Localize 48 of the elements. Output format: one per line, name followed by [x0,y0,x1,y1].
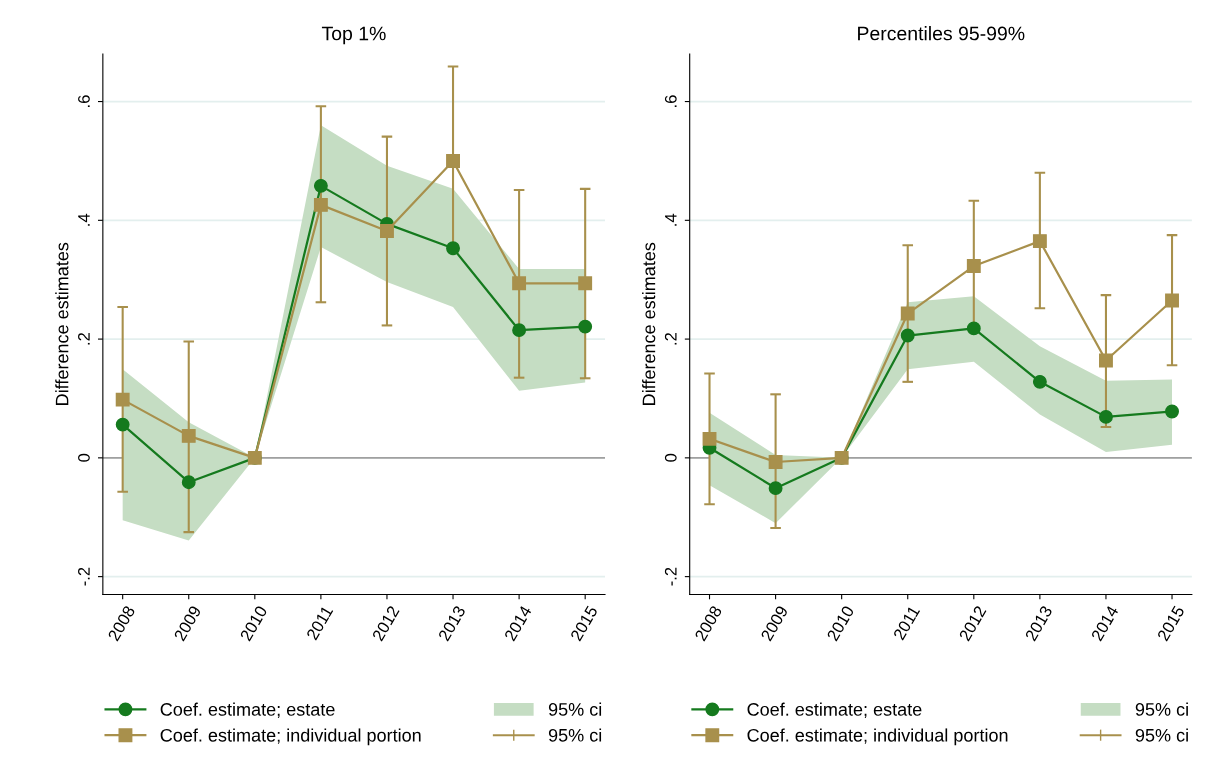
point [446,241,460,256]
chart-title: Percentiles 95-99% [858,26,1025,41]
point [446,153,460,168]
point [1165,293,1179,308]
legend-label: Coef. estimate; estate [160,702,335,718]
point [578,319,593,334]
y-tick-label: -.2 [664,567,677,586]
point [578,276,593,291]
point [966,321,981,336]
point [1032,234,1047,249]
y-tick-label: .2 [664,332,677,345]
point [115,392,130,407]
legend-label: Coef. estimate; individual portion [160,728,421,746]
y-tick-label: .4 [665,213,677,226]
text: 95% ci [1135,702,1188,716]
y-tick-label: 0 [664,453,677,462]
point [313,178,328,193]
legend-label: Coef. estimate; individual portion [747,728,1008,746]
point [966,259,981,273]
point [313,197,328,212]
text: 95% ci [548,728,602,742]
y-tick-label: .2 [78,332,90,345]
point [512,323,527,338]
point [512,276,527,291]
y-tick-label: .6 [664,95,677,107]
point [115,417,130,432]
text: 95% ci [548,702,602,716]
point [900,306,915,321]
point [1099,409,1113,424]
y-tick-label: -.2 [78,567,90,586]
point [1099,353,1113,368]
point [702,431,717,446]
y-tick-label: .4 [78,213,90,226]
point [768,455,783,469]
y-tick-label: 0 [78,453,90,462]
y-tick-label: .6 [78,95,90,107]
point [768,481,783,496]
point [181,428,196,443]
y-axis-title: Difference estimates [642,242,656,405]
text: 95% ci [1135,728,1188,742]
point [900,328,915,343]
point [1032,374,1047,389]
chart-title: Top 1% [321,26,386,45]
point [181,475,196,490]
legend-label: Coef. estimate; estate [747,702,922,718]
point [380,224,394,238]
point [1165,404,1179,419]
y-axis-title: Difference estimates [55,242,69,405]
